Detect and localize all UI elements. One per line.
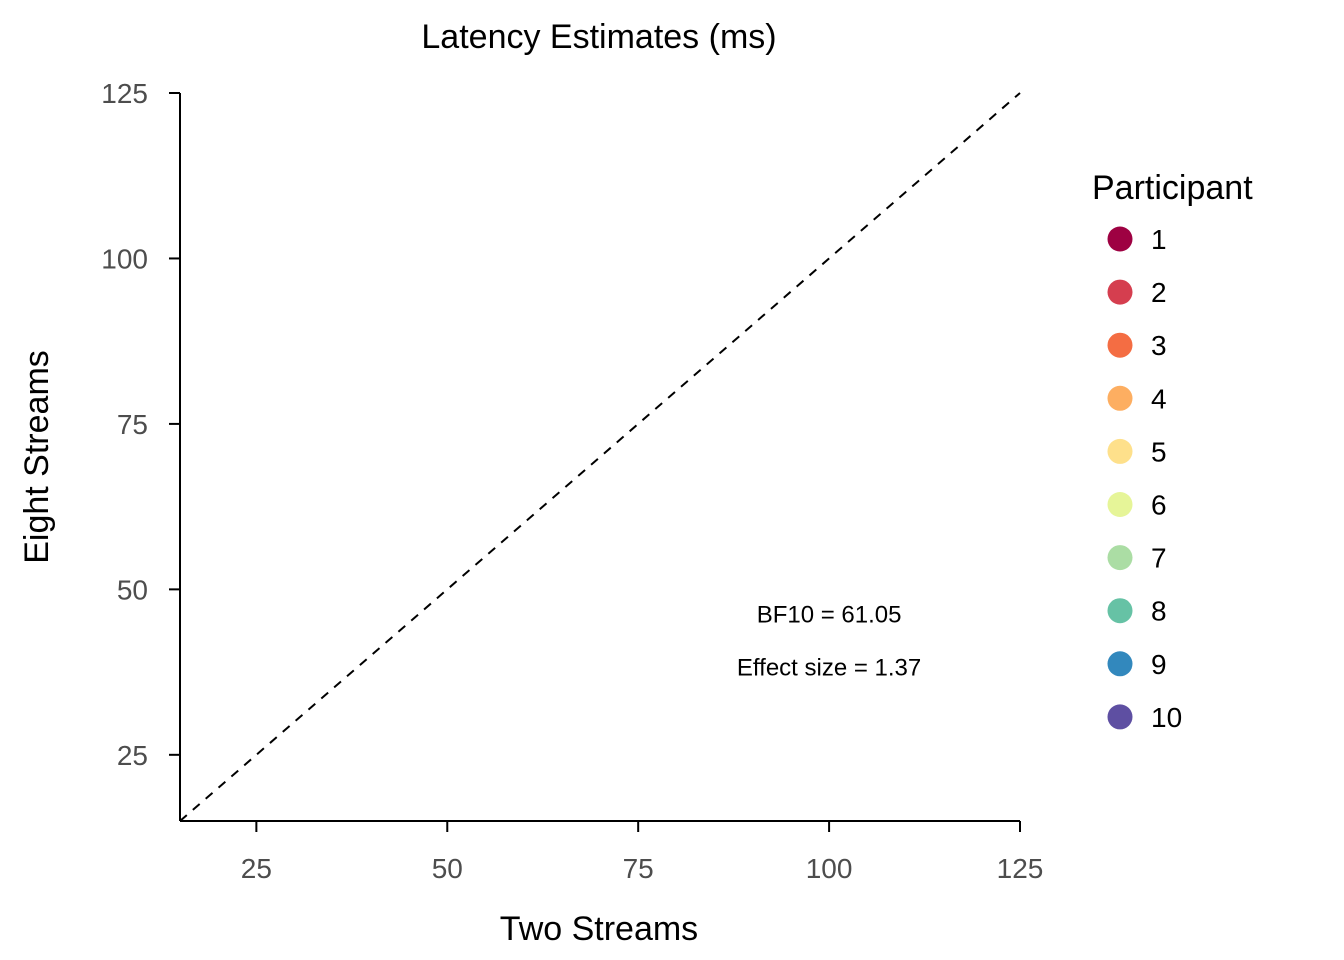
x-tick-label: 25 <box>241 853 272 884</box>
y-axis-title: Eight Streams <box>18 350 56 564</box>
legend-marker <box>1107 598 1133 624</box>
legend-marker <box>1107 332 1133 358</box>
legend-label: 3 <box>1151 330 1167 361</box>
x-tick-label: 50 <box>432 853 463 884</box>
annotations: BF10 = 61.05 Effect size = 1.37 <box>737 601 921 681</box>
x-axis: 25 50 75 100 125 <box>180 820 1044 884</box>
stat-annotation: Effect size = 1.37 <box>737 654 921 681</box>
legend-label: 5 <box>1151 436 1167 467</box>
stat-annotation: BF10 = 61.05 <box>757 601 902 628</box>
legend-marker <box>1107 704 1133 730</box>
legend-label: 9 <box>1151 649 1167 680</box>
legend-marker <box>1107 385 1133 411</box>
legend-label: 4 <box>1151 383 1167 414</box>
y-tick-label: 50 <box>117 574 148 605</box>
legend-label: 6 <box>1151 490 1167 521</box>
y-axis: 25 50 75 100 125 <box>101 78 181 821</box>
legend-label: 1 <box>1151 224 1167 255</box>
legend-label: 7 <box>1151 543 1167 574</box>
y-tick-label: 100 <box>101 243 148 274</box>
legend-title: Participant <box>1092 169 1253 207</box>
y-tick-label: 25 <box>117 740 148 771</box>
legend-label: 8 <box>1151 596 1167 627</box>
legend-label: 2 <box>1151 277 1167 308</box>
chart-title: Latency Estimates (ms) <box>421 18 776 56</box>
legend-marker <box>1107 438 1133 464</box>
plot-area <box>179 92 1021 822</box>
legend-marker <box>1107 226 1133 252</box>
x-axis-title: Two Streams <box>500 910 698 948</box>
legend-marker <box>1107 492 1133 517</box>
x-tick-label: 75 <box>623 853 654 884</box>
y-tick-label: 75 <box>117 409 148 440</box>
legend-label: 10 <box>1151 702 1182 733</box>
x-tick-label: 125 <box>997 853 1044 884</box>
legend-marker <box>1107 279 1133 305</box>
legend-marker <box>1107 545 1133 571</box>
legend: Participant 1 2 3 4 5 6 7 8 9 10 <box>1092 169 1253 733</box>
y-tick-label: 125 <box>101 78 148 109</box>
x-tick-label: 100 <box>806 853 853 884</box>
reference-line <box>179 92 1021 822</box>
legend-marker <box>1107 651 1133 677</box>
